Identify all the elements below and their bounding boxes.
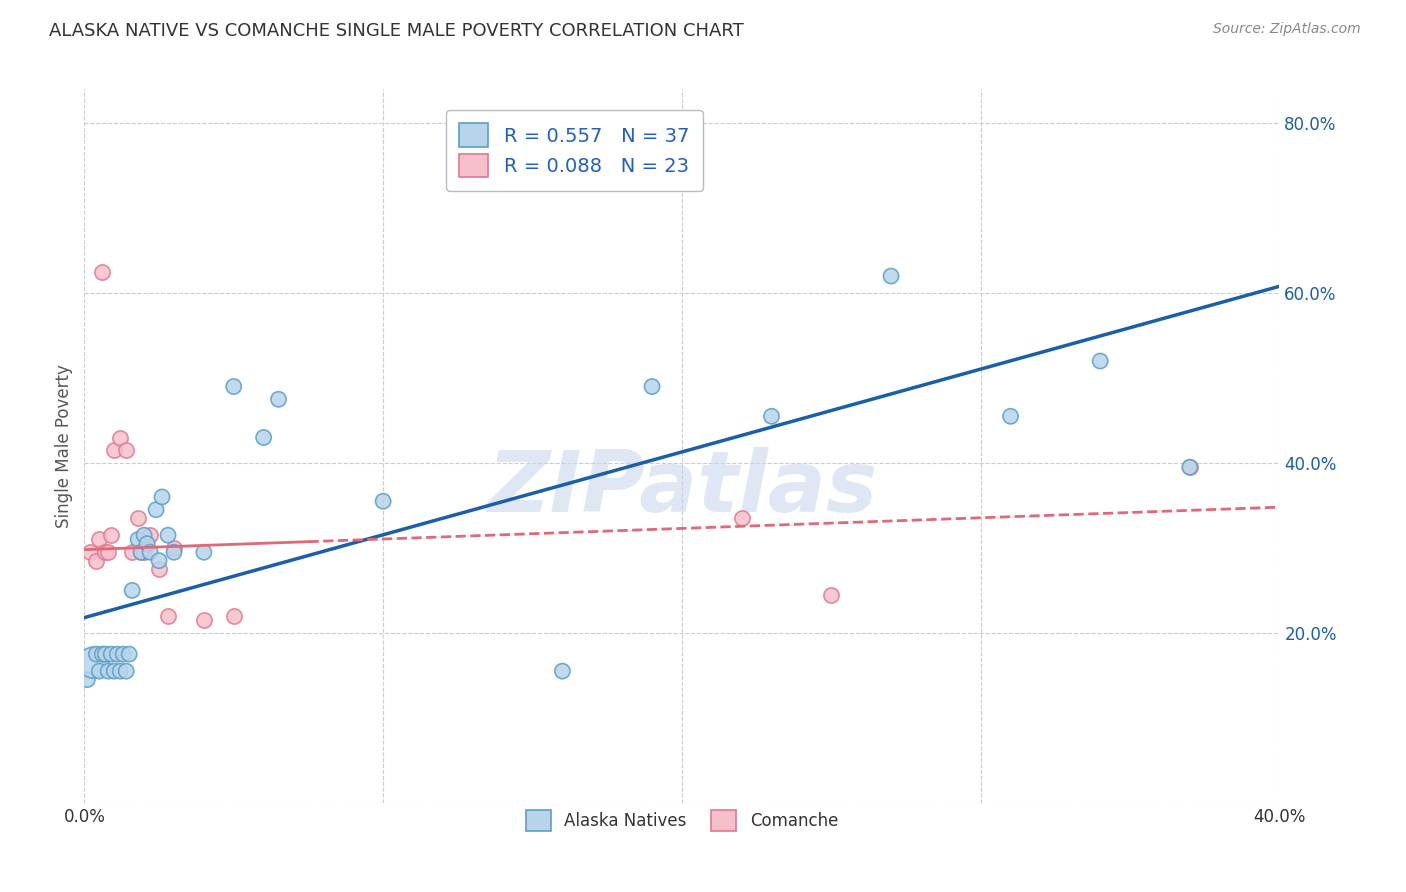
Point — [82, 656, 104, 670]
Point — [150, 490, 173, 504]
Point — [373, 494, 395, 508]
Point — [222, 379, 245, 393]
Point — [139, 545, 162, 559]
Legend: Alaska Natives, Comanche: Alaska Natives, Comanche — [519, 804, 845, 838]
Point — [76, 673, 98, 687]
Point — [193, 545, 215, 559]
Point — [253, 430, 276, 444]
Point — [127, 533, 149, 547]
Point — [115, 443, 138, 458]
Point — [267, 392, 290, 407]
Point — [97, 545, 120, 559]
Point — [132, 528, 156, 542]
Point — [86, 554, 108, 568]
Point — [820, 588, 842, 602]
Point — [94, 647, 117, 661]
Point — [139, 528, 162, 542]
Point — [148, 562, 170, 576]
Point — [761, 409, 783, 424]
Point — [145, 502, 167, 516]
Point — [105, 647, 128, 661]
Point — [157, 608, 180, 623]
Point — [127, 511, 149, 525]
Point — [86, 647, 108, 661]
Point — [1000, 409, 1022, 424]
Point — [110, 664, 132, 678]
Point — [132, 545, 156, 559]
Point — [1090, 354, 1112, 368]
Point — [91, 647, 114, 661]
Point — [1178, 460, 1201, 475]
Point — [100, 528, 122, 542]
Point — [94, 545, 117, 559]
Point — [112, 647, 135, 661]
Point — [129, 545, 152, 559]
Point — [115, 664, 138, 678]
Point — [880, 269, 903, 284]
Point — [163, 545, 186, 559]
Text: ALASKA NATIVE VS COMANCHE SINGLE MALE POVERTY CORRELATION CHART: ALASKA NATIVE VS COMANCHE SINGLE MALE PO… — [49, 22, 744, 40]
Point — [89, 664, 111, 678]
Point — [89, 533, 111, 547]
Point — [193, 613, 215, 627]
Point — [163, 541, 186, 555]
Point — [103, 443, 125, 458]
Text: Source: ZipAtlas.com: Source: ZipAtlas.com — [1213, 22, 1361, 37]
Point — [1178, 460, 1201, 475]
Point — [121, 545, 143, 559]
Point — [79, 545, 101, 559]
Point — [551, 664, 574, 678]
Point — [157, 528, 180, 542]
Point — [136, 537, 159, 551]
Point — [148, 554, 170, 568]
Text: ZIPatlas: ZIPatlas — [486, 447, 877, 531]
Point — [100, 647, 122, 661]
Point — [110, 430, 132, 444]
Point — [129, 545, 152, 559]
Point — [103, 664, 125, 678]
Point — [731, 511, 754, 525]
Point — [118, 647, 141, 661]
Point — [121, 583, 143, 598]
Point — [97, 664, 120, 678]
Point — [641, 379, 664, 393]
Point — [91, 265, 114, 279]
Point — [222, 608, 245, 623]
Y-axis label: Single Male Poverty: Single Male Poverty — [55, 364, 73, 528]
